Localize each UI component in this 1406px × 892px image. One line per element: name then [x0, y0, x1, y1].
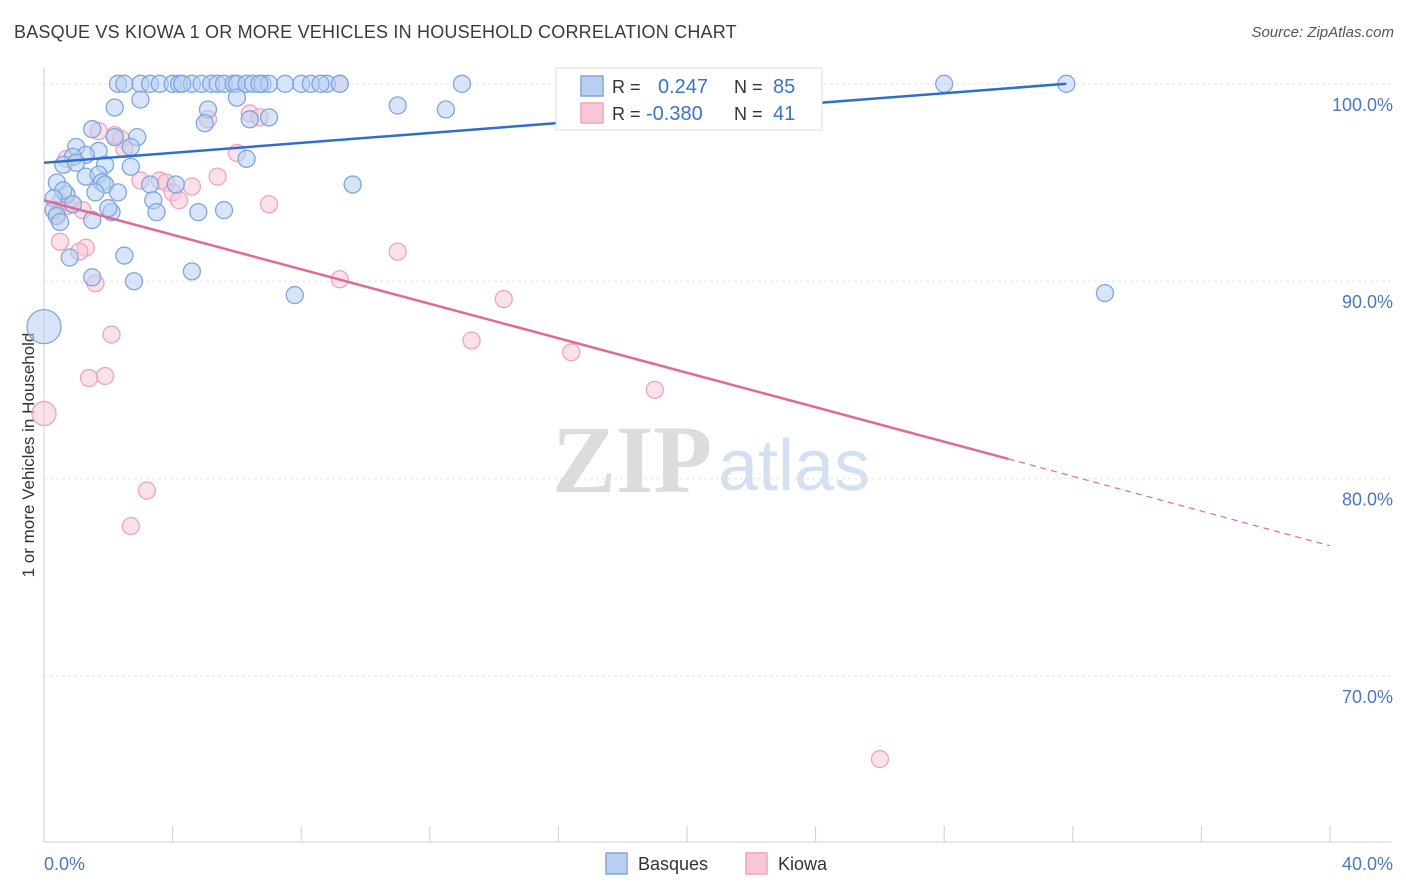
watermark-atlas: atlas — [718, 426, 870, 506]
basques-point — [50, 212, 70, 232]
y-axis-title: 1 or more Vehicles in Household — [19, 333, 38, 578]
basques-point — [214, 201, 234, 220]
kiowa-point — [388, 242, 407, 261]
kiowa-point — [182, 177, 202, 196]
basques-point — [182, 262, 202, 281]
basques-point — [83, 210, 102, 230]
source-credit: Source: ZipAtlas.com — [1251, 24, 1394, 41]
trend-lines — [43, 82, 1331, 547]
stats-legend: R = 0.247 N = 85 R = -0.380 N = 41 — [555, 67, 823, 131]
kiowa-point — [870, 749, 890, 769]
basques-point — [26, 309, 62, 345]
basques-point — [60, 248, 79, 267]
kiowa-point — [79, 368, 99, 388]
y-tick-label: 80.0% — [1342, 490, 1393, 510]
kiowa-trend-line — [43, 199, 1009, 461]
basques-point — [452, 74, 472, 93]
basques-point — [173, 74, 192, 93]
basques-point — [388, 96, 407, 115]
kiowa-point — [137, 481, 157, 500]
kiowa-bottom-swatch — [745, 852, 768, 875]
kiowa-series — [31, 74, 890, 769]
kiowa-point — [259, 195, 279, 214]
basques-n-label: N = — [734, 77, 763, 97]
basques-series — [26, 74, 1115, 345]
y-tick-label: 100.0% — [1332, 95, 1393, 115]
x-tick-label: 0.0% — [44, 854, 85, 874]
basques-point — [166, 175, 185, 194]
basques-point — [275, 74, 295, 93]
kiowa-point — [645, 380, 664, 399]
basques-r-label: R = — [612, 77, 641, 97]
basques-point — [121, 137, 140, 157]
basques-point — [105, 127, 124, 147]
basques-point — [259, 108, 279, 127]
kiowa-point — [208, 167, 227, 186]
basques-n-value: 85 — [773, 76, 795, 98]
basques-point — [330, 74, 349, 93]
basques-point — [240, 110, 259, 129]
basques-point — [285, 285, 304, 305]
basques-point — [67, 153, 86, 172]
kiowa-point — [562, 343, 581, 362]
chart-title: BASQUE VS KIOWA 1 OR MORE VEHICLES IN HO… — [14, 22, 737, 42]
basques-point — [436, 100, 456, 119]
basques-point — [343, 175, 362, 194]
kiowa-r-value: -0.380 — [646, 103, 703, 125]
kiowa-point — [494, 289, 513, 309]
basques-bottom-swatch — [605, 852, 628, 875]
basques-point — [195, 114, 214, 133]
basques-point — [83, 120, 102, 139]
kiowa-trend-extension — [1008, 458, 1331, 547]
basques-point — [147, 202, 166, 222]
y-tick-label: 90.0% — [1342, 292, 1393, 312]
axes — [43, 68, 1392, 843]
kiowa-point — [50, 232, 70, 251]
basques-point — [935, 74, 954, 93]
kiowa-legend-swatch — [580, 102, 604, 124]
kiowa-point — [121, 516, 140, 536]
watermark-zip: ZIP — [552, 406, 712, 513]
basques-point — [108, 183, 128, 202]
basques-trend-line — [43, 82, 1067, 165]
kiowa-point — [169, 191, 189, 210]
kiowa-legend-label: Kiowa — [778, 854, 828, 874]
basques-point — [121, 157, 140, 176]
basques-point — [105, 98, 124, 117]
kiowa-point — [462, 331, 481, 350]
basques-point — [311, 74, 330, 93]
x-tick-label: 40.0% — [1342, 854, 1393, 874]
basques-point — [99, 199, 118, 218]
kiowa-r-label: R = — [612, 104, 641, 124]
basques-point — [237, 149, 256, 168]
basques-point — [83, 268, 102, 287]
basques-point — [131, 90, 150, 109]
basques-point — [115, 74, 134, 93]
kiowa-n-label: N = — [734, 104, 763, 124]
tick-labels: 100.0% 90.0% 80.0% 70.0% 0.0% 40.0% — [44, 95, 1393, 874]
y-tick-label: 70.0% — [1342, 687, 1393, 707]
basques-point — [115, 246, 134, 265]
basques-point — [86, 183, 105, 202]
basques-point — [250, 74, 269, 93]
series-legend: Basques Kiowa — [605, 852, 828, 875]
kiowa-point — [102, 325, 121, 344]
basques-r-value: 0.247 — [658, 76, 708, 98]
kiowa-point — [31, 400, 57, 427]
basques-point — [140, 175, 160, 194]
basques-point — [227, 88, 247, 107]
kiowa-n-value: 41 — [773, 103, 795, 125]
basques-legend-label: Basques — [638, 854, 708, 874]
basques-legend-swatch — [580, 75, 604, 97]
kiowa-point — [95, 366, 115, 386]
basques-point — [1095, 283, 1115, 303]
basques-point — [124, 272, 144, 291]
basques-point — [189, 202, 208, 222]
watermark: ZIP atlas — [552, 406, 870, 513]
